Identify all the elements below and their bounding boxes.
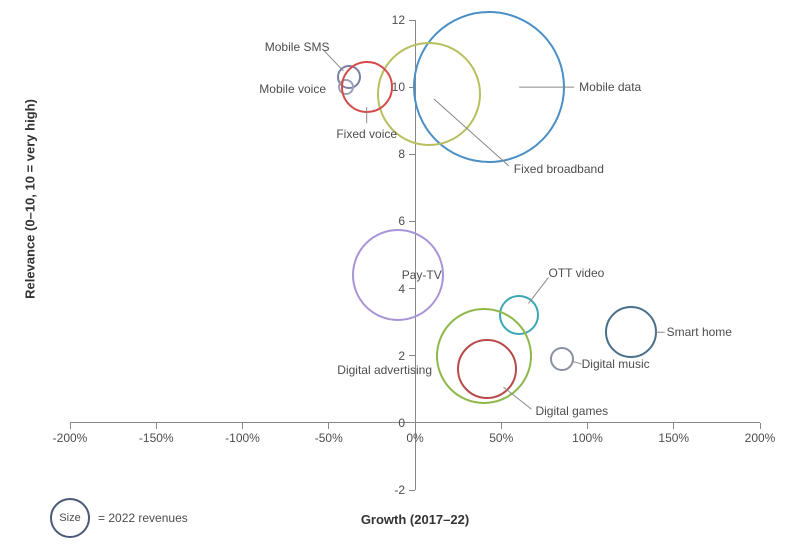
y-tick-label: 8 xyxy=(398,147,405,161)
x-tick-label: 100% xyxy=(572,431,603,445)
x-tick xyxy=(70,423,71,429)
y-tick xyxy=(409,490,415,491)
x-tick xyxy=(760,423,761,429)
x-tick xyxy=(673,423,674,429)
y-tick-label: 6 xyxy=(398,214,405,228)
bubble-smart-home xyxy=(605,306,657,358)
x-tick xyxy=(242,423,243,429)
x-tick-label: -50% xyxy=(315,431,343,445)
bubble-label: Pay-TV xyxy=(402,268,442,282)
x-tick xyxy=(156,423,157,429)
bubble-label: Digital advertising xyxy=(337,363,432,377)
y-tick xyxy=(409,20,415,21)
x-tick-label: -150% xyxy=(139,431,174,445)
y-tick-label: 2 xyxy=(398,349,405,363)
x-tick-label: 50% xyxy=(489,431,513,445)
bubble-label: OTT video xyxy=(549,266,605,280)
y-tick-label: 12 xyxy=(392,13,405,27)
bubble-label: Fixed voice xyxy=(336,127,397,141)
x-tick-label: -100% xyxy=(225,431,260,445)
y-tick xyxy=(409,355,415,356)
legend-bubble-icon: Size xyxy=(50,498,90,538)
y-tick xyxy=(409,154,415,155)
x-tick xyxy=(328,423,329,429)
x-tick-label: -200% xyxy=(53,431,88,445)
bubble-label: Fixed broadband xyxy=(514,162,604,176)
y-tick xyxy=(409,221,415,222)
bubble-chart: -200% -150% -100% -50% 0% 50% 100% 150% 200% -2 0 2… xyxy=(0,0,800,555)
legend-text: = 2022 revenues xyxy=(98,511,188,525)
x-tick-label: 150% xyxy=(658,431,689,445)
size-legend: Size = 2022 revenues xyxy=(50,498,188,538)
y-tick-label: -2 xyxy=(394,483,405,497)
bubble-label: Digital games xyxy=(535,404,608,418)
x-tick xyxy=(501,423,502,429)
bubble-fixed-voice xyxy=(341,61,393,113)
x-tick xyxy=(587,423,588,429)
bubble-label: Mobile data xyxy=(579,80,641,94)
y-tick-label: 0 xyxy=(398,416,405,430)
bubble-label: Mobile voice xyxy=(259,82,326,96)
legend-size-label: Size xyxy=(59,512,80,524)
bubble-label: Digital music xyxy=(582,357,650,371)
y-tick xyxy=(409,422,415,423)
x-tick-label: 0% xyxy=(406,431,423,445)
plot-area: -200%-150%-100%-50%0%50%100%150%200%-202… xyxy=(70,20,760,490)
y-axis-title: Relevance (0–10, 10 = very high) xyxy=(23,99,38,299)
x-axis-title: Growth (2017–22) xyxy=(361,512,469,527)
bubble-label: Smart home xyxy=(667,325,732,339)
bubble-label: Mobile SMS xyxy=(265,40,330,54)
x-tick-label: 200% xyxy=(745,431,776,445)
x-tick xyxy=(415,423,416,429)
bubble-digital-music xyxy=(550,347,574,371)
